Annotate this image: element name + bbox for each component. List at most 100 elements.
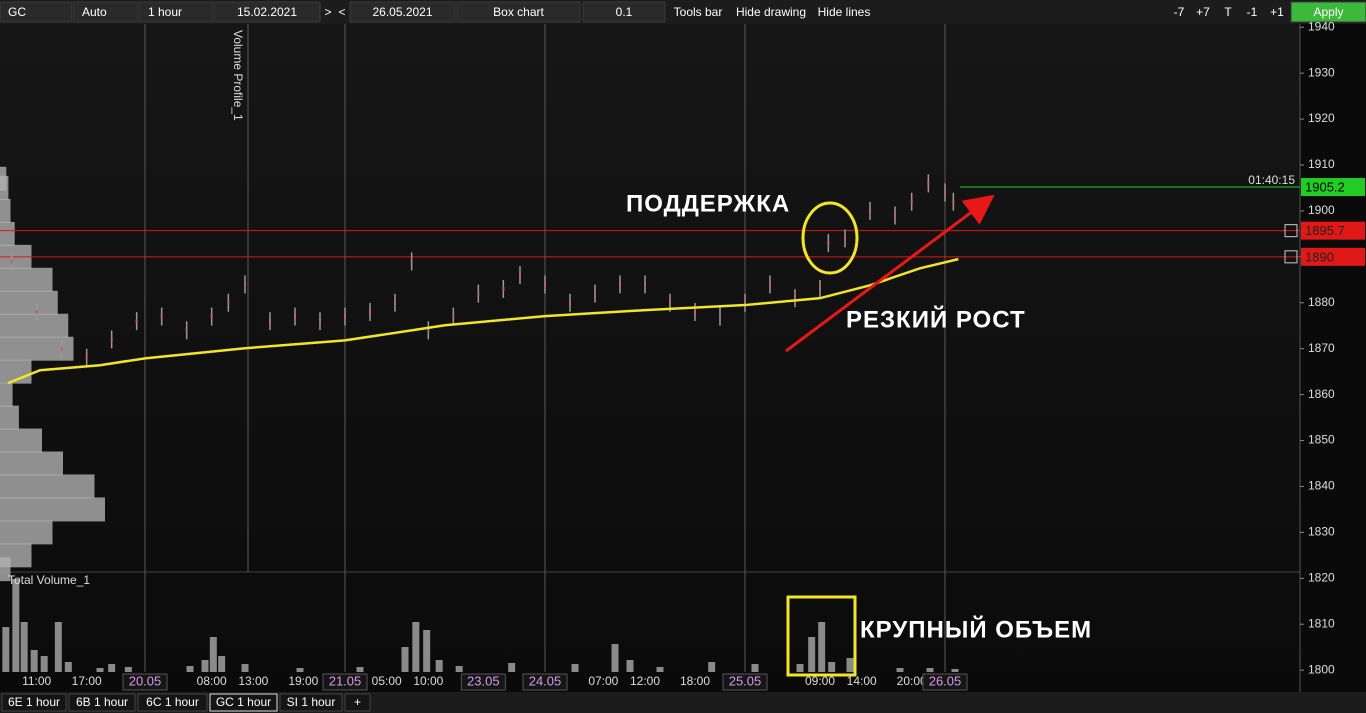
tab[interactable] [1,693,67,712]
tab[interactable] [68,693,136,712]
moving-average [7,257,959,385]
toolbar-item[interactable]: GC [8,5,26,19]
price-box [744,300,746,305]
price-box [502,286,505,291]
x-tick-label: 07:00 [588,674,618,688]
price-box [719,314,721,319]
timer: 01:40:15 [1248,173,1295,187]
tab-label[interactable]: GC 1 hour [216,695,271,709]
toolbar-item[interactable]: Box chart [493,5,544,19]
volume-bar [626,660,634,672]
close-box[interactable] [1284,250,1298,264]
price-box [185,328,188,333]
tab-label[interactable]: SI 1 hour [287,695,336,709]
price-box [160,314,163,319]
toolbar-item[interactable]: -1 [1247,5,1258,19]
y-tick-label: 1880 [1308,295,1335,309]
toolbar-item[interactable]: Tools bar [674,5,723,19]
toolbar-item[interactable]: Hide lines [818,5,871,19]
volume-bar [108,664,116,672]
price-box [344,314,346,319]
toolbar-item[interactable]: > [324,5,331,19]
tab[interactable] [209,693,278,712]
volume-bar [401,647,409,672]
date-box [322,673,368,691]
x-tick-label: 25.05 [729,673,762,688]
toolbar-item[interactable]: < [338,5,345,19]
toolbar-item[interactable]: -7 [1174,5,1185,19]
y-tick-label: 1820 [1308,570,1335,584]
volume-bar [40,656,48,672]
price-box [85,355,88,360]
level-label: 1890 [1305,249,1334,264]
plot-area [0,24,1300,672]
toolbar-field[interactable] [456,1,581,23]
price-box [227,300,230,305]
tab-label[interactable]: 6C 1 hour [146,695,199,709]
toolbar-item[interactable]: 0.1 [616,5,633,19]
price-box [844,236,846,241]
price-box [369,309,371,314]
toolbar-field[interactable] [582,1,666,23]
profile-bar [0,428,42,453]
profile-bar [0,221,15,246]
close-box[interactable] [1284,224,1298,238]
apply-label[interactable]: Apply [1313,5,1343,19]
y-tick-label: 1860 [1308,387,1335,401]
y-tick-label: 1870 [1308,341,1335,355]
volume-bar [846,658,854,672]
toolbar-item[interactable]: 15.02.2021 [237,5,297,19]
tab-label[interactable]: + [354,695,361,709]
toolbar-field[interactable] [139,1,213,23]
price-box [694,309,696,314]
x-tick-label: 23.05 [467,673,500,688]
toolbar-item[interactable]: +7 [1196,5,1210,19]
toolbar-field[interactable] [349,1,456,23]
tab[interactable] [137,693,208,712]
tab[interactable] [279,693,343,712]
price-box [769,282,771,287]
x-tick-label: 10:00 [413,674,443,688]
price-box [294,314,296,319]
growth-arrow [785,194,995,353]
volume-bar [296,668,304,672]
price-box [110,337,113,342]
volume-bar [896,668,904,672]
price-box [827,241,830,246]
level-label-box [1301,247,1365,266]
price-axis [1300,24,1366,692]
toolbar-item[interactable]: Auto [82,5,107,19]
date-box [922,673,968,691]
x-tick-label: 09:00 [805,674,835,688]
price-box [952,199,955,204]
tab[interactable] [344,693,371,712]
volume-bar [201,660,209,672]
price-box [60,346,63,351]
x-tick-label: 20.05 [129,673,162,688]
toolbar-field[interactable] [73,1,139,23]
toolbar-item[interactable]: T [1224,5,1232,19]
price-box [452,314,455,319]
x-tick-label: 17:00 [72,674,102,688]
y-tick-label: 1930 [1308,65,1335,79]
tab-label[interactable]: 6E 1 hour [8,695,60,709]
toolbar-field[interactable] [213,1,321,23]
toolbar-item[interactable]: +1 [1270,5,1284,19]
volume-bar [571,664,579,672]
toolbar-field[interactable] [0,1,73,23]
x-tick-label: 05:00 [372,674,402,688]
y-tick-label: 1810 [1308,616,1335,630]
toolbar-item[interactable]: 26.05.2021 [372,5,432,19]
price-box [477,291,480,296]
volume-bar [241,664,249,672]
x-tick-label: 18:00 [680,674,710,688]
volume-bar [751,664,759,672]
toolbar-item[interactable]: 1 hour [148,5,182,19]
volume-bar [20,622,28,672]
price-box [569,300,571,305]
profile-bar [0,497,105,522]
tab-label[interactable]: 6B 1 hour [76,695,128,709]
toolbar-item[interactable]: Hide drawing [736,5,806,19]
apply-button[interactable] [1290,1,1366,23]
